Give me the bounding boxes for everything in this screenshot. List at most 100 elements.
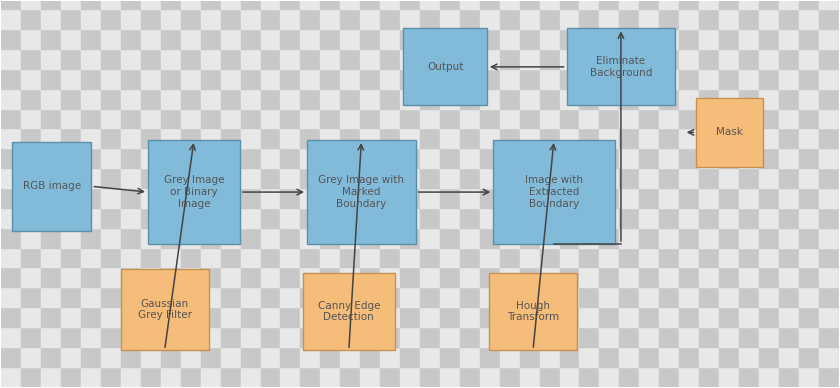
Bar <box>799 69 819 89</box>
Bar <box>121 188 141 208</box>
Bar <box>41 327 61 347</box>
Bar <box>739 89 759 109</box>
Bar <box>260 128 281 148</box>
Bar <box>301 347 320 367</box>
Text: Hough
Transform: Hough Transform <box>507 301 559 322</box>
Bar <box>181 89 201 109</box>
Bar <box>160 168 181 188</box>
Bar <box>480 288 500 307</box>
Bar <box>500 49 520 69</box>
Bar <box>539 0 559 9</box>
Bar <box>459 367 480 386</box>
Bar <box>340 0 360 9</box>
Bar <box>680 109 699 128</box>
Bar <box>281 148 301 168</box>
Bar <box>121 128 141 148</box>
Bar <box>2 248 21 267</box>
Bar <box>759 347 779 367</box>
Bar <box>141 267 160 288</box>
Bar <box>619 307 639 327</box>
Bar <box>699 128 719 148</box>
Bar <box>21 9 41 29</box>
Bar <box>719 307 739 327</box>
Bar <box>739 367 759 386</box>
Bar <box>619 0 639 9</box>
Bar <box>440 168 459 188</box>
Bar <box>21 69 41 89</box>
Bar <box>101 109 121 128</box>
Bar <box>699 49 719 69</box>
Bar <box>181 327 201 347</box>
Bar <box>2 128 21 148</box>
Bar <box>520 307 539 327</box>
Bar <box>360 327 381 347</box>
Bar <box>600 89 619 109</box>
Bar <box>719 89 739 109</box>
Bar <box>260 248 281 267</box>
Bar <box>659 347 680 367</box>
Bar <box>699 367 719 386</box>
Bar <box>400 109 420 128</box>
Bar <box>221 188 240 208</box>
Bar <box>2 148 21 168</box>
Bar <box>2 168 21 188</box>
Bar <box>21 228 41 248</box>
Bar <box>221 148 240 168</box>
Bar <box>420 0 440 9</box>
Bar <box>101 367 121 386</box>
Bar <box>281 367 301 386</box>
FancyBboxPatch shape <box>493 140 615 244</box>
Bar <box>639 168 659 188</box>
Bar <box>240 367 260 386</box>
Bar <box>360 267 381 288</box>
Bar <box>360 188 381 208</box>
Bar <box>559 327 580 347</box>
Bar <box>21 29 41 49</box>
Bar <box>381 109 400 128</box>
Bar <box>520 367 539 386</box>
Bar <box>360 367 381 386</box>
Bar <box>799 307 819 327</box>
Bar <box>240 69 260 89</box>
Bar <box>2 89 21 109</box>
Bar <box>340 109 360 128</box>
Bar <box>838 49 840 69</box>
Bar <box>240 208 260 228</box>
Bar <box>779 109 799 128</box>
Bar <box>221 0 240 9</box>
Bar <box>101 0 121 9</box>
Bar <box>779 188 799 208</box>
Bar <box>160 307 181 327</box>
Bar <box>61 168 81 188</box>
Bar <box>559 188 580 208</box>
Bar <box>2 367 21 386</box>
Bar <box>61 367 81 386</box>
Bar <box>500 327 520 347</box>
Bar <box>639 208 659 228</box>
Bar <box>799 188 819 208</box>
Bar <box>121 288 141 307</box>
Bar <box>141 49 160 69</box>
Bar <box>41 288 61 307</box>
Bar <box>680 168 699 188</box>
Bar <box>240 327 260 347</box>
Bar <box>41 69 61 89</box>
Bar <box>440 0 459 9</box>
Bar <box>480 208 500 228</box>
Bar <box>260 109 281 128</box>
Bar <box>459 148 480 168</box>
Bar <box>41 0 61 9</box>
Text: RGB image: RGB image <box>23 181 81 191</box>
Bar <box>320 69 340 89</box>
Bar <box>301 49 320 69</box>
Bar <box>61 307 81 327</box>
Bar <box>619 248 639 267</box>
Bar <box>520 89 539 109</box>
Bar <box>2 69 21 89</box>
Bar <box>81 208 101 228</box>
Bar <box>400 128 420 148</box>
Bar <box>500 0 520 9</box>
Bar <box>301 188 320 208</box>
Bar <box>659 128 680 148</box>
Bar <box>559 89 580 109</box>
